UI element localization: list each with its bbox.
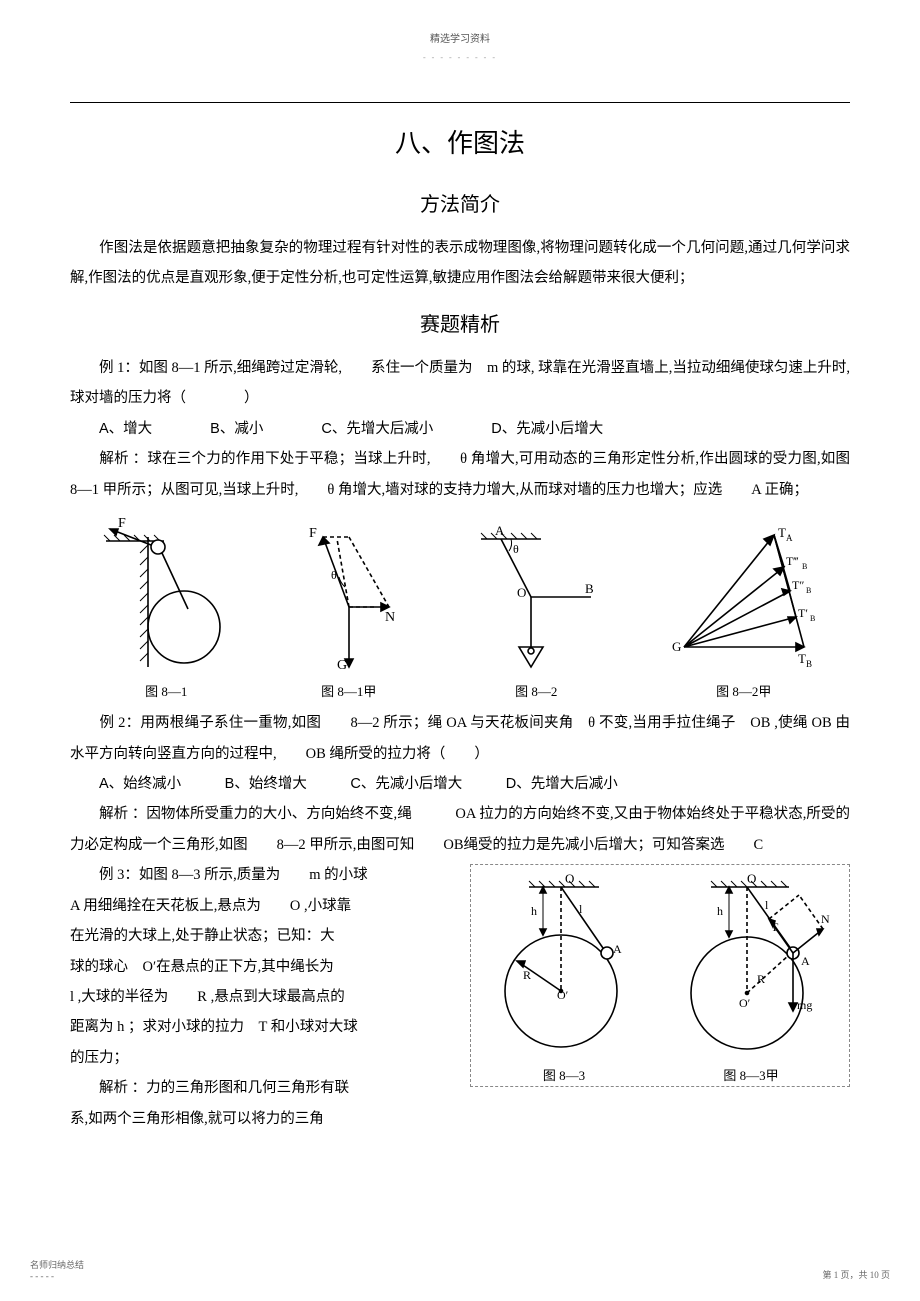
svg-text:h: h	[717, 904, 723, 918]
svg-text:l: l	[579, 902, 583, 916]
svg-text:N: N	[385, 610, 395, 625]
ex1-sol: 解析 ：球在三个力的作用下处于平稳；当球上升时, θ 角增大,可用动态的三角形定…	[70, 444, 850, 505]
svg-text:A: A	[495, 523, 505, 538]
svg-text:N: N	[821, 912, 830, 926]
figure-8-2-jia-label: 图 8—2甲	[664, 681, 824, 700]
ex1-para: 例 1：如图 8—1 所示,细绳跨过定滑轮, 系住一个质量为 m 的球, 球靠在…	[70, 353, 850, 414]
footer-left-line2: - - - - -	[30, 1271, 84, 1281]
ex1-options: A、增大 B、减小 C、先增大后减小 D、先减小后增大	[70, 414, 850, 444]
footer-left-line1: 名师归纳总结	[30, 1258, 84, 1271]
svg-text:A: A	[613, 942, 622, 956]
svg-text:B: B	[802, 562, 807, 571]
footer-right: 第 1 页，共 10 页	[822, 1268, 890, 1281]
svg-text:T: T	[798, 651, 806, 666]
svg-text:h: h	[531, 904, 537, 918]
svg-text:T: T	[771, 920, 779, 934]
figure-row-2: O O′ h R	[470, 864, 850, 1087]
svg-text:A: A	[786, 533, 793, 543]
page-title: 八、作图法	[70, 123, 850, 160]
figure-8-2: A θ O B 图 8—2	[461, 517, 611, 700]
svg-text:O: O	[747, 871, 756, 886]
section1-para: 作图法是依据题意把抽象复杂的物理过程有针对性的表示成物理图像,将物理问题转化成一…	[70, 233, 850, 294]
svg-text:θ: θ	[331, 568, 337, 582]
svg-text:R: R	[523, 968, 531, 982]
svg-text:F: F	[118, 517, 126, 531]
svg-text:F: F	[309, 526, 317, 541]
svg-text:mg: mg	[797, 998, 812, 1012]
figure-8-1-label: 图 8—1	[96, 681, 236, 700]
figure-8-2-jia: T A T B T′ B T″ B T‴ B	[664, 517, 824, 700]
svg-text:O: O	[565, 871, 574, 886]
svg-text:θ: θ	[513, 542, 519, 556]
svg-text:B: B	[806, 586, 811, 595]
section2-heading: 赛题精析	[70, 308, 850, 337]
top-rule	[70, 102, 850, 103]
svg-text:l: l	[765, 898, 769, 912]
top-dots: - - - - - - - - -	[70, 53, 850, 62]
svg-text:B: B	[810, 614, 815, 623]
figure-8-1: F 图 8—1	[96, 517, 236, 700]
svg-text:G: G	[672, 639, 681, 654]
svg-text:T′: T′	[798, 606, 808, 620]
svg-text:O′: O′	[739, 996, 751, 1010]
svg-text:T: T	[778, 525, 786, 540]
svg-text:T″: T″	[792, 578, 804, 592]
figure-8-3-jia-label: 图 8—3甲	[661, 1065, 841, 1084]
figure-8-1-jia: F θ N G 图 8—1甲	[289, 517, 409, 700]
footer-left: 名师归纳总结 - - - - -	[30, 1258, 84, 1281]
figure-8-3: O O′ h R	[479, 871, 649, 1084]
svg-text:T‴: T‴	[786, 554, 798, 568]
figure-8-2-label: 图 8—2	[461, 681, 611, 700]
figure-8-3-label: 图 8—3	[479, 1065, 649, 1084]
svg-text:A: A	[801, 954, 810, 968]
svg-text:B: B	[806, 659, 812, 669]
svg-text:B: B	[585, 581, 594, 596]
top-header: 精选学习资料	[70, 30, 850, 45]
svg-text:G: G	[337, 658, 347, 673]
ex2-sol: 解析 ：因物体所受重力的大小、方向始终不变,绳 OA 拉力的方向始终不变,又由于…	[70, 799, 850, 860]
figure-8-1-jia-label: 图 8—1甲	[289, 681, 409, 700]
svg-text:R: R	[757, 972, 765, 986]
section1-heading: 方法简介	[70, 188, 850, 217]
svg-text:O: O	[517, 585, 526, 600]
figure-row-1: F 图 8—1 F θ	[70, 517, 850, 700]
ex2-options: A、始终减小 B、始终增大 C、先减小后增大 D、先增大后减小	[70, 769, 850, 799]
figure-8-3-jia: O O′ h R	[661, 871, 841, 1084]
ex3-l9: 系,如两个三角形相像,就可以将力的三角	[70, 1104, 850, 1134]
ex2-para: 例 2：用两根绳子系住一重物,如图 8—2 所示；绳 OA 与天花板间夹角 θ …	[70, 708, 850, 769]
